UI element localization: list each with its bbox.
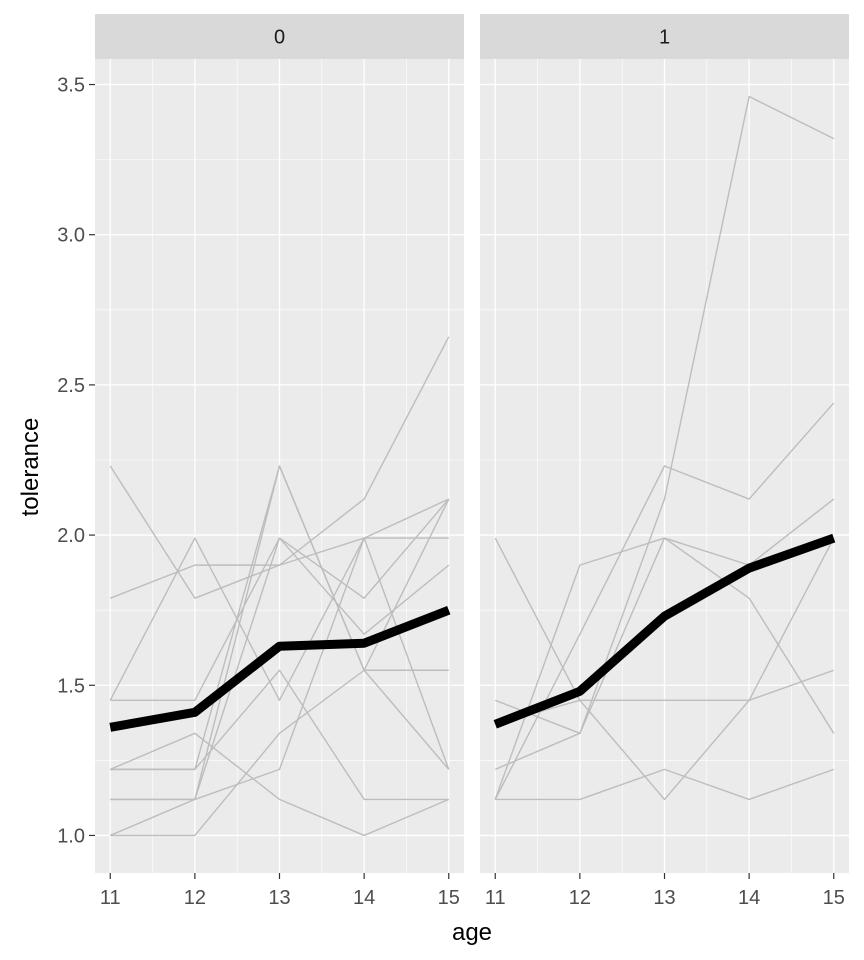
individual-line-9 (109, 732, 450, 837)
y-tick-label: 1.5 (57, 675, 85, 697)
x-tick-label: 13 (653, 887, 675, 909)
individual-line-7 (109, 336, 450, 599)
individual-line-6 (110, 498, 450, 837)
individual-line-5 (494, 95, 835, 735)
y-tick-label: 3.5 (57, 75, 85, 97)
mean-line (109, 605, 451, 732)
y-tick-label: 2.5 (57, 375, 85, 397)
x-tick-label: 14 (353, 887, 375, 909)
x-tick-label: 15 (438, 887, 460, 909)
mean-line (493, 533, 836, 729)
facet-strip (480, 14, 849, 59)
x-tick-label: 11 (485, 887, 506, 909)
individual-line-5 (109, 498, 450, 701)
x-tick-label: 12 (569, 887, 591, 909)
facet-strip (95, 14, 464, 59)
individual-line-11 (110, 465, 450, 771)
individual-line-7 (495, 669, 835, 725)
individual-line-1 (495, 768, 835, 801)
facet-panel-0: 0 11 12 13 14 15 1.0 1.5 2.0 2.5 3.0 3.5 (57, 14, 464, 909)
x-tick-label: 11 (100, 887, 121, 909)
x-tick-label: 15 (823, 887, 845, 909)
y-axis-title: tolerance (17, 418, 44, 517)
facet-strip-label: 1 (659, 27, 670, 49)
y-tick-label: 2.0 (57, 525, 85, 547)
x-tick-label: 13 (268, 887, 290, 909)
individual-line-10 (109, 537, 450, 837)
individual-line-4 (494, 402, 835, 800)
gridlines (480, 59, 849, 873)
x-axis-title: age (452, 919, 492, 946)
x-tick-label: 14 (738, 887, 760, 909)
x-tick-label: 12 (184, 887, 206, 909)
facet-panel-1: 111 12 13 14 15 (480, 14, 849, 909)
y-tick-label: 3.0 (57, 225, 85, 247)
facet-strip-label: 0 (274, 27, 285, 49)
individual-line-6 (494, 498, 835, 800)
individual-line-3 (494, 537, 835, 801)
y-tick-label: 1.0 (57, 825, 85, 847)
